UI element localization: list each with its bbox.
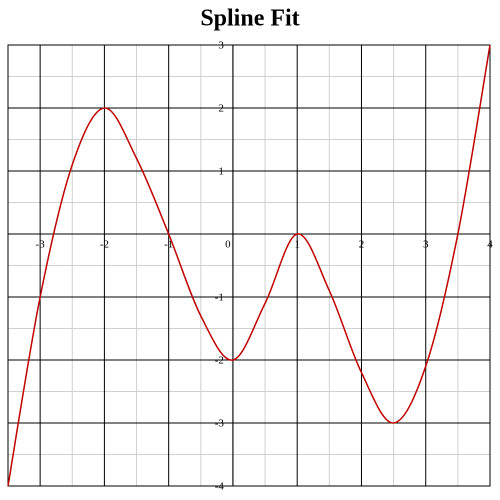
x-tick-label: -1 xyxy=(164,239,173,251)
y-tick-label: 1 xyxy=(218,166,224,178)
x-tick-label: 0 xyxy=(225,239,231,251)
y-tick-label: -1 xyxy=(215,292,224,304)
minor-grid xyxy=(8,45,490,486)
x-tick-label: 4 xyxy=(487,239,493,251)
x-tick-label: 1 xyxy=(294,239,300,251)
y-tick-label: 2 xyxy=(218,103,224,115)
x-tick-label: -2 xyxy=(100,239,109,251)
x-tick-label: -3 xyxy=(36,239,46,251)
y-tick-label: -4 xyxy=(215,481,225,493)
x-tick-label: 3 xyxy=(423,239,429,251)
x-tick-label: 2 xyxy=(359,239,365,251)
spline-curve xyxy=(7,44,491,487)
chart-title: Spline Fit xyxy=(200,6,299,32)
y-tick-label: 3 xyxy=(218,40,224,52)
plot-frame xyxy=(7,44,491,487)
y-tick-label: -3 xyxy=(215,418,225,430)
y-tick-label: -2 xyxy=(215,355,224,367)
